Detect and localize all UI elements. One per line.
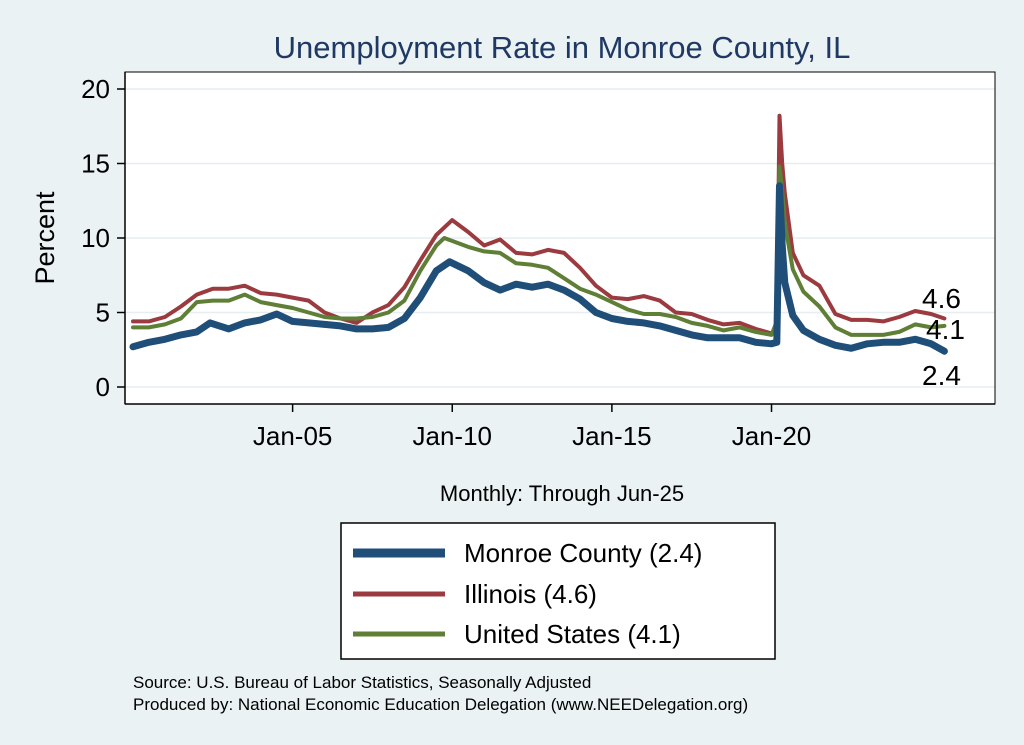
x-tick-label-1: Jan-10	[412, 421, 492, 451]
end-label-1: 4.6	[922, 283, 961, 314]
source-note: Source: U.S. Bureau of Labor Statistics,…	[133, 673, 591, 692]
x-tick-label-2: Jan-15	[572, 421, 652, 451]
end-labels: 2.4 4.64.1	[922, 283, 965, 391]
x-axis-label: Monthly: Through Jun-25	[440, 481, 684, 506]
y-tick-label-1: 5	[96, 298, 110, 328]
x-ticks: Jan-05 Jan-10 Jan-15 Jan-20	[253, 404, 811, 451]
series-line-2	[131, 164, 947, 337]
series-line-1	[131, 113, 947, 336]
y-tick-label-0: 0	[96, 372, 110, 402]
y-tick-label-3: 15	[81, 149, 110, 179]
legend-label-1: Illinois (4.6)	[464, 579, 597, 609]
series-line-0	[129, 182, 948, 355]
plot-area: 0 5 10 15 20 Jan-05 Jan-10 Jan-15 Jan-20 2.4 4.6…	[81, 71, 996, 451]
y-tick-label-4: 20	[81, 74, 110, 104]
x-tick-label-0: Jan-05	[253, 421, 333, 451]
producer-note: Produced by: National Economic Education…	[133, 695, 748, 714]
x-tick-label-3: Jan-20	[732, 421, 812, 451]
grid-lines	[125, 88, 995, 388]
legend: Monroe County (2.4) Illinois (4.6) United …	[340, 522, 776, 660]
y-ticks: 0 5 10 15 20	[81, 74, 125, 402]
y-axis-label: Percent	[30, 191, 60, 285]
series-lines	[129, 113, 948, 355]
legend-label-2: United States (4.1)	[464, 619, 681, 649]
legend-label-0: Monroe County (2.4)	[464, 538, 702, 568]
chart-title: Unemployment Rate in Monroe County, IL	[274, 30, 851, 65]
end-label-0: 2.4	[922, 360, 961, 391]
end-label-2: 4.1	[926, 314, 965, 345]
y-tick-label-2: 10	[81, 223, 110, 253]
